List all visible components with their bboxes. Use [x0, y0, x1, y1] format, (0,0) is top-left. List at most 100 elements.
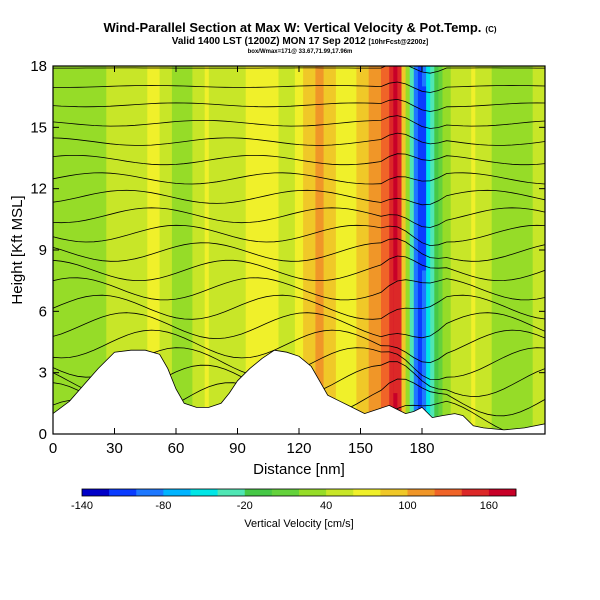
- velocity-cell: [532, 66, 538, 434]
- velocity-cell: [504, 66, 509, 434]
- velocity-cell: [385, 66, 390, 434]
- y-axis: 0 3 6 9 12 15 18: [30, 58, 545, 443]
- velocity-cell: [102, 66, 107, 434]
- velocity-cell: [376, 66, 382, 434]
- colorbar-swatch: [434, 489, 463, 496]
- updraft-core: [393, 280, 402, 394]
- velocity-cell: [393, 66, 398, 434]
- velocity-cell: [143, 66, 148, 434]
- velocity-cell: [94, 66, 99, 434]
- x-tick-label: 30: [106, 440, 123, 457]
- velocity-cell: [442, 66, 448, 434]
- velocity-cell: [159, 66, 165, 434]
- velocity-cell: [450, 66, 456, 434]
- theta-contour-line: [53, 132, 545, 146]
- velocity-cell: [327, 66, 333, 434]
- colorbar-swatch: [326, 489, 354, 496]
- velocity-cell: [204, 66, 210, 434]
- y-tick-label: 9: [39, 242, 47, 259]
- velocity-cell: [135, 66, 140, 434]
- max-w-info: box/Wmax=171@ 33.67,71.99,17.96m: [247, 49, 353, 55]
- y-tick-label: 18: [30, 58, 47, 75]
- theta-contour-line: [53, 115, 545, 129]
- velocity-cell: [249, 66, 255, 434]
- y-tick-label: 0: [39, 426, 47, 443]
- colorbar-tick-label: 40: [320, 500, 332, 512]
- velocity-cell: [282, 66, 288, 434]
- valid-time: Valid 1400 LST (1200Z) MON 17 Sep 2012: [171, 36, 366, 47]
- velocity-cell: [221, 66, 226, 434]
- y-axis-label: Height [Kft MSL]: [9, 195, 26, 304]
- velocity-cell: [368, 66, 374, 434]
- velocity-cell: [147, 66, 152, 434]
- colorbar-swatch: [217, 489, 246, 496]
- velocity-cell: [463, 66, 468, 434]
- velocity-cell: [458, 66, 464, 434]
- colorbar-swatch: [244, 489, 273, 496]
- velocity-cell: [319, 66, 325, 434]
- y-tick-label: 12: [30, 181, 47, 198]
- theta-contour-line: [53, 312, 545, 340]
- velocity-cell: [512, 66, 517, 434]
- velocity-cell: [446, 66, 452, 434]
- velocity-cell: [483, 66, 489, 434]
- velocity-cell: [286, 66, 292, 434]
- terrain-surface: [53, 349, 545, 434]
- velocity-cell: [409, 66, 415, 434]
- colorbar-swatch: [163, 489, 191, 496]
- velocity-cell: [344, 66, 349, 434]
- copyright-mark: (C): [485, 25, 497, 34]
- y-tick-label: 3: [39, 365, 47, 382]
- colorbar-swatch: [136, 489, 164, 496]
- x-axis: 0 30 60 90 120 150 180: [49, 66, 435, 457]
- velocity-cell: [405, 66, 411, 434]
- colorbar: -140 -80 -20 40 100 160: [71, 488, 517, 512]
- downdraft-core: [419, 86, 427, 271]
- velocity-cell: [126, 66, 132, 434]
- theta-contour-line: [53, 238, 545, 262]
- velocity-cell: [200, 66, 206, 434]
- theta-contour-line: [53, 224, 545, 247]
- velocity-cell: [122, 66, 128, 434]
- velocity-cell: [192, 66, 198, 434]
- velocity-cell: [106, 66, 111, 434]
- x-tick-label: 180: [409, 440, 434, 457]
- velocity-cell: [176, 66, 181, 434]
- velocity-cell: [294, 66, 300, 434]
- velocity-cell: [495, 66, 501, 434]
- velocity-cell: [467, 66, 472, 434]
- velocity-field: [53, 66, 545, 434]
- chart-title: Wind-Parallel Section at Max W: Vertical…: [0, 20, 600, 35]
- velocity-cell: [454, 66, 460, 434]
- velocity-cell: [274, 66, 280, 434]
- velocity-cell: [479, 66, 485, 434]
- velocity-cell: [491, 66, 497, 434]
- velocity-cell: [475, 66, 480, 434]
- colorbar-swatch: [82, 489, 110, 496]
- velocity-cell: [278, 66, 284, 434]
- theta-contour-line: [53, 172, 545, 185]
- velocity-cell: [167, 66, 173, 434]
- colorbar-label: Vertical Velocity [cm/s]: [244, 518, 353, 530]
- velocity-cell: [85, 66, 91, 434]
- velocity-cell: [430, 66, 435, 434]
- velocity-cell: [434, 66, 439, 434]
- theta-contour-line: [53, 189, 545, 206]
- colorbar-swatch: [271, 489, 300, 496]
- velocity-cell: [352, 66, 357, 434]
- colorbar-border: [81, 488, 517, 497]
- velocity-cell: [315, 66, 321, 434]
- velocity-cell: [245, 66, 251, 434]
- velocity-cell: [528, 66, 534, 434]
- velocity-cell: [356, 66, 362, 434]
- velocity-cell: [266, 66, 271, 434]
- x-tick-label: 150: [348, 440, 373, 457]
- velocity-cell: [110, 66, 116, 434]
- colorbar-swatch: [488, 489, 517, 496]
- velocity-cell: [217, 66, 222, 434]
- chart-title-text: Wind-Parallel Section at Max W: Vertical…: [103, 20, 482, 35]
- velocity-cell: [389, 66, 394, 434]
- theta-contour-line: [53, 153, 545, 166]
- velocity-cell: [335, 66, 341, 434]
